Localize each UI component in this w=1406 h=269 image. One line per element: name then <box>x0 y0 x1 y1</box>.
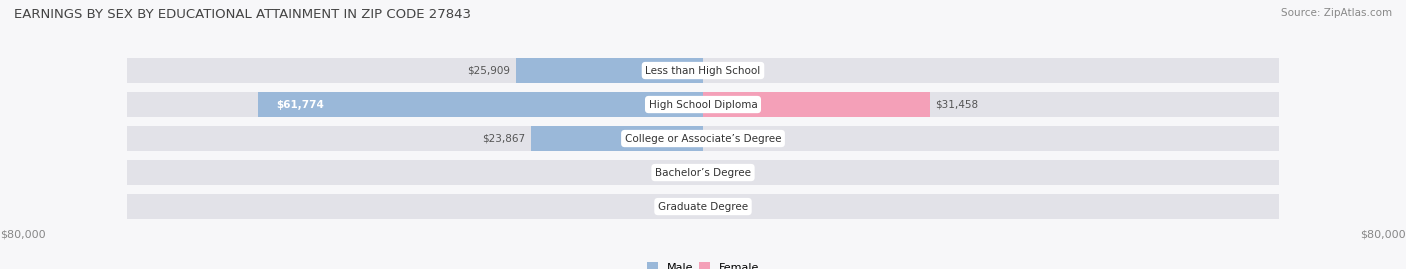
Bar <box>516 58 703 83</box>
Text: $0: $0 <box>711 133 724 144</box>
Text: Bachelor’s Degree: Bachelor’s Degree <box>655 168 751 178</box>
Text: $0: $0 <box>711 168 724 178</box>
Text: $23,867: $23,867 <box>482 133 526 144</box>
Bar <box>127 194 703 219</box>
Bar <box>259 92 703 117</box>
Text: EARNINGS BY SEX BY EDUCATIONAL ATTAINMENT IN ZIP CODE 27843: EARNINGS BY SEX BY EDUCATIONAL ATTAINMEN… <box>14 8 471 21</box>
Text: $31,458: $31,458 <box>935 100 979 109</box>
Text: $0: $0 <box>682 201 695 211</box>
Bar <box>127 92 703 117</box>
Text: $61,774: $61,774 <box>276 100 323 109</box>
Bar <box>127 126 703 151</box>
Text: College or Associate’s Degree: College or Associate’s Degree <box>624 133 782 144</box>
Bar <box>127 58 703 83</box>
Bar <box>703 194 1279 219</box>
Text: $0: $0 <box>711 201 724 211</box>
Bar <box>703 92 929 117</box>
Text: $0: $0 <box>682 168 695 178</box>
Text: $80,000: $80,000 <box>1361 229 1406 239</box>
Bar <box>127 160 703 185</box>
Text: High School Diploma: High School Diploma <box>648 100 758 109</box>
Text: Graduate Degree: Graduate Degree <box>658 201 748 211</box>
Bar <box>531 126 703 151</box>
Bar <box>703 92 1279 117</box>
Legend: Male, Female: Male, Female <box>643 258 763 269</box>
Bar <box>703 58 1279 83</box>
Text: $25,909: $25,909 <box>468 66 510 76</box>
Text: Source: ZipAtlas.com: Source: ZipAtlas.com <box>1281 8 1392 18</box>
Text: Less than High School: Less than High School <box>645 66 761 76</box>
Bar <box>703 126 1279 151</box>
Text: $0: $0 <box>711 66 724 76</box>
Text: $80,000: $80,000 <box>0 229 45 239</box>
Bar <box>703 160 1279 185</box>
